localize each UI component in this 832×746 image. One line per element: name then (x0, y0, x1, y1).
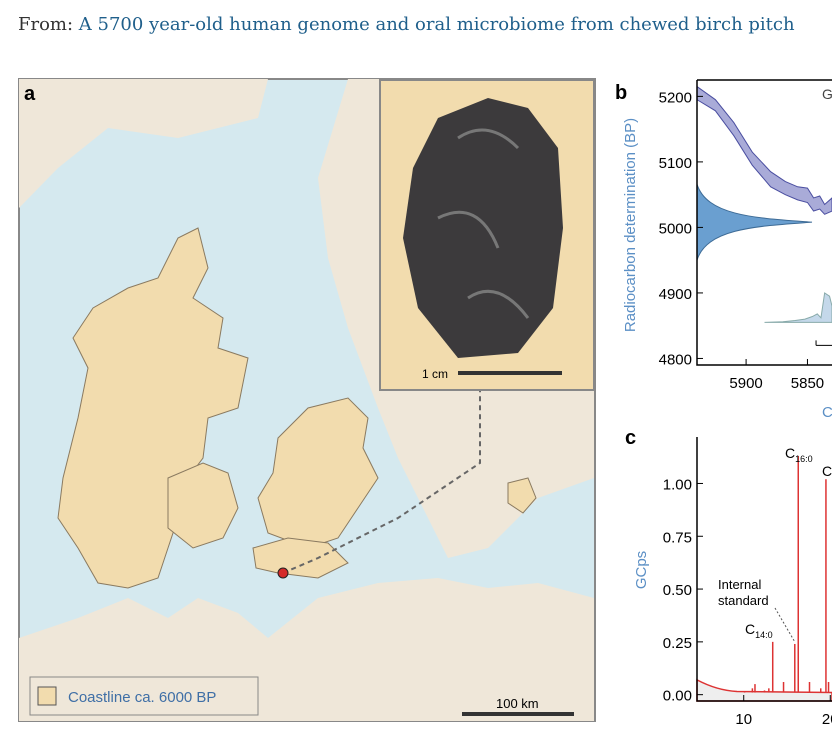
y-tick-label: 5100 (659, 155, 692, 172)
bornholm-6000bp (507, 477, 537, 514)
panel-letter-a: a (24, 83, 36, 105)
x-tick-label: 5900 (729, 375, 762, 392)
site-marker (277, 567, 289, 579)
calibrated-range-bar (815, 340, 832, 346)
calibration-curve-band (696, 85, 832, 215)
y-axis-label: GCps (633, 551, 650, 589)
axes-frame (696, 79, 832, 366)
scale-bar (462, 712, 574, 716)
funen-6000bp (167, 462, 239, 549)
figure-source-header: From: A 5700 year-old human genome and o… (18, 14, 795, 35)
inset-scale-label: 1 cm (422, 367, 448, 381)
y-tick-label: 0.75 (663, 529, 692, 546)
y-tick-label: 1.00 (663, 476, 692, 493)
peak-label-1: C (822, 463, 832, 479)
jutland-6000bp (57, 227, 249, 589)
x-tick-label: 10 (735, 711, 752, 728)
y-axis-label: Radiocarbon determination (BP) (622, 118, 639, 332)
y-tick-label: 4800 (659, 351, 692, 368)
internal-standard-label-line2: standard (718, 593, 769, 608)
panel-letter-c: c (625, 427, 636, 449)
norway-land (19, 79, 268, 208)
peak-label-0: C16:0 (785, 445, 813, 464)
legend-label: Coastline ca. 6000 BP (68, 689, 216, 706)
internal-standard-label-line1: Internal (718, 577, 761, 592)
axes-frame (696, 437, 832, 702)
x-axis-label: C (822, 404, 832, 420)
inset-scale-bar (458, 371, 562, 375)
birch-pitch-photo (403, 98, 563, 358)
radiocarbon-distribution (696, 184, 813, 261)
from-label: From: (18, 14, 79, 35)
scale-label: 100 km (496, 696, 539, 711)
chart-title: G (822, 86, 832, 102)
y-tick-label: 0.50 (663, 582, 692, 599)
panel-letter-b: b (615, 82, 627, 104)
radiocarbon-chart: b 5200 5100 5000 4900 4800 5900 5850 Radiocarbon… (615, 79, 832, 420)
legend-swatch (37, 686, 57, 706)
zealand-6000bp (257, 397, 379, 549)
peak-label-2: C14:0 (745, 621, 773, 640)
peak-label-subscript: 14:0 (755, 630, 773, 640)
y-tick-label: 5000 (659, 220, 692, 237)
article-link[interactable]: A 5700 year-old human genome and oral mi… (78, 14, 795, 35)
y-tick-label: 0.00 (663, 688, 692, 705)
y-tick-label: 0.25 (663, 635, 692, 652)
calendar-distribution (764, 292, 832, 323)
peak-label-subscript: 16:0 (795, 454, 813, 464)
pitch-highlights (437, 128, 530, 319)
map-panel: a 1 cm Coastline ca. 6000 BP 100 km (18, 78, 596, 722)
baseline-trace (696, 678, 832, 702)
lolland-6000bp (252, 537, 349, 579)
y-tick-label: 5200 (659, 89, 692, 106)
legend-box (29, 676, 259, 716)
inset-leader-line (282, 390, 481, 574)
x-tick-label: 5850 (791, 375, 824, 392)
gc-chart: c 0.00 0.25 0.50 0.75 1.00 10 20 GCps C16:0 C C14:0… (625, 427, 832, 728)
y-tick-label: 4900 (659, 286, 692, 303)
x-tick-label: 20 (822, 711, 832, 728)
internal-standard-leader (774, 607, 796, 643)
